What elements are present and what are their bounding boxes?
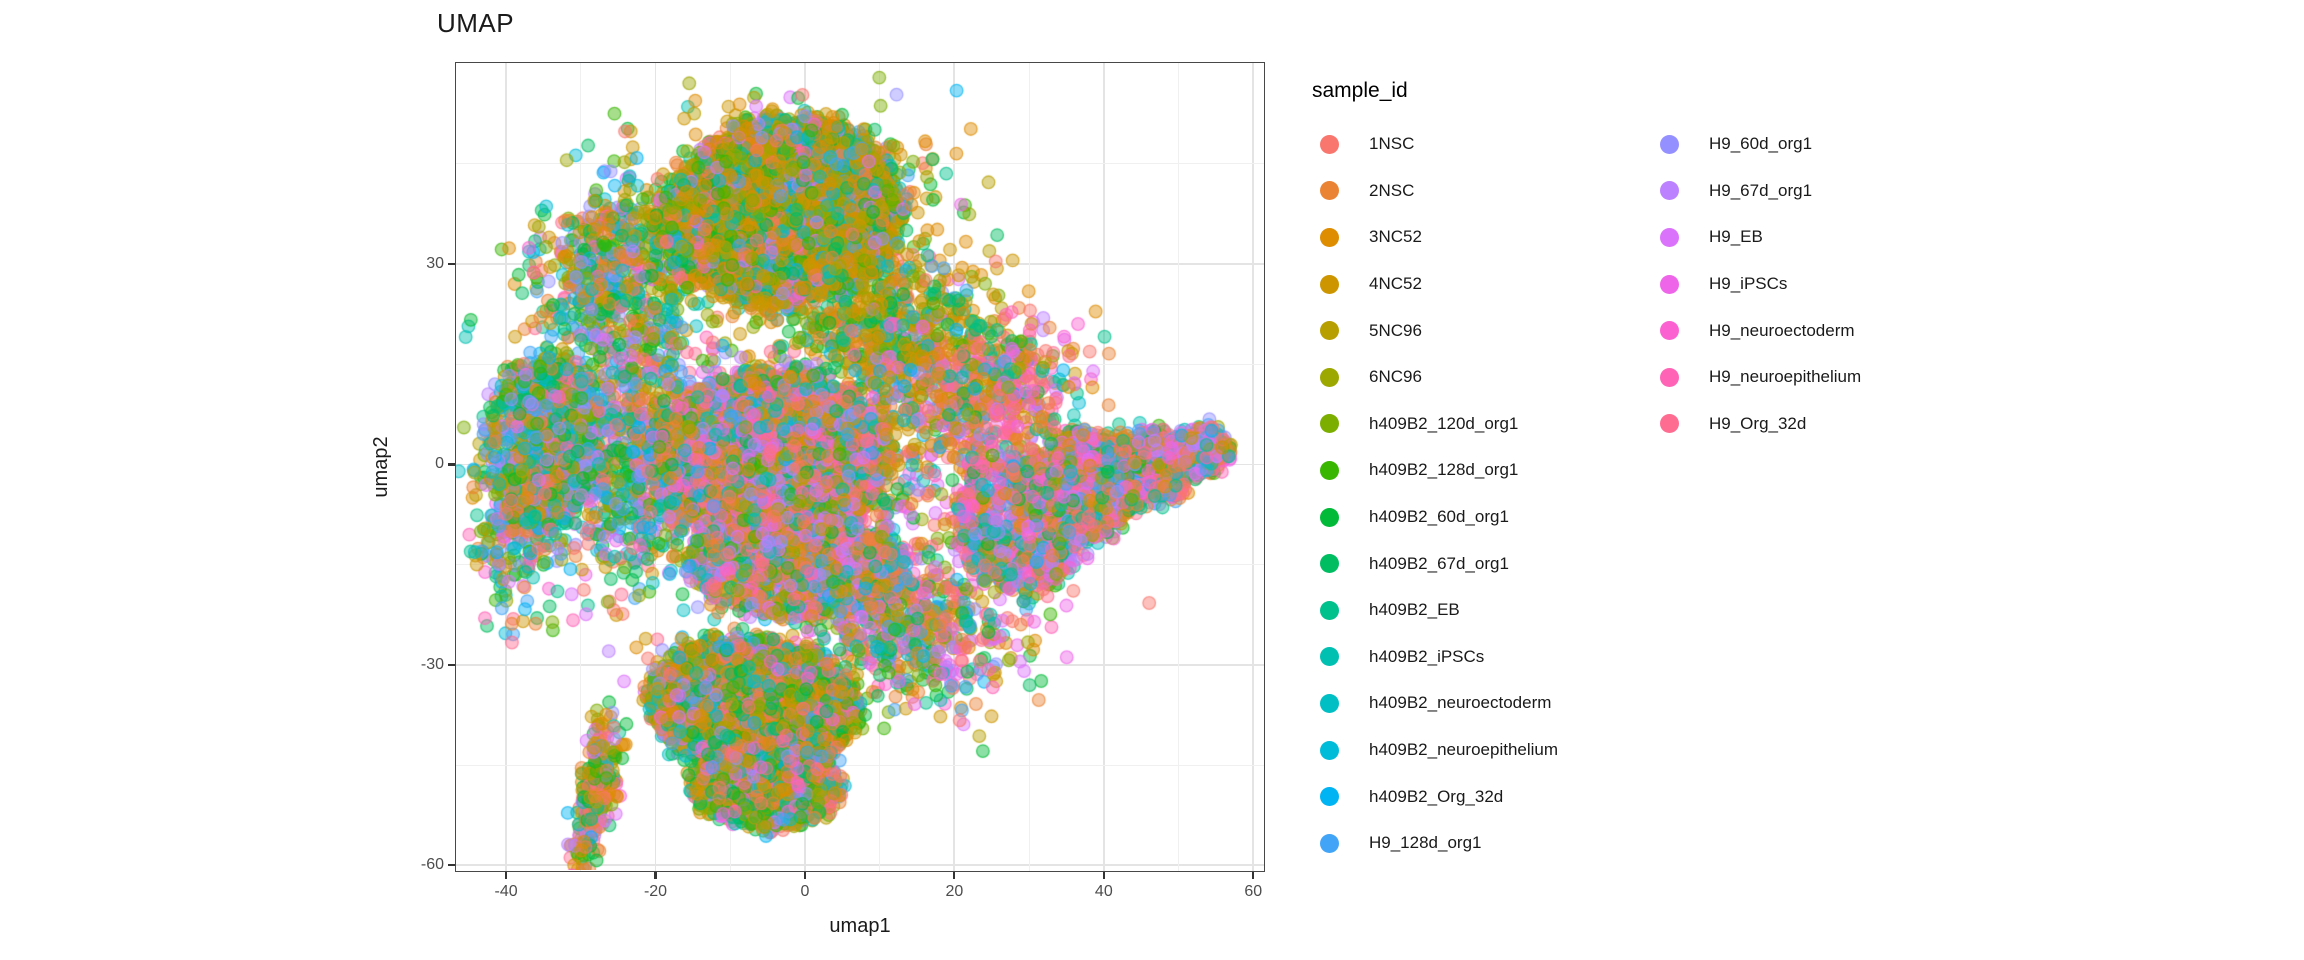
x-tick-mark [1102, 872, 1105, 879]
legend-item: H9_neuroectoderm [1660, 307, 2000, 354]
x-tick-label: 0 [800, 883, 810, 900]
legend-title: sample_id [1312, 79, 1408, 102]
y-tick-mark [448, 463, 455, 466]
legend-column: H9_60d_org1 H9_67d_org1 H9_EB H9_iPSCs H9_ne… [1660, 121, 2000, 867]
legend-item-label: H9_EB [1709, 227, 1763, 247]
x-tick-mark [504, 872, 508, 879]
legend-key-dot [1320, 647, 1339, 667]
y-tick-label: 0 [435, 455, 444, 473]
plot-panel [455, 62, 1265, 872]
legend-key-dot [1660, 414, 1679, 434]
x-tick-label: 60 [1244, 883, 1263, 900]
legend-key-dot [1660, 321, 1679, 341]
legend-item: H9_neuroepithelium [1660, 354, 2000, 401]
y-tick-label: -30 [420, 655, 444, 673]
legend-item: h409B2_EB [1320, 587, 1660, 634]
legend-item-label: H9_67d_org1 [1709, 180, 1813, 200]
legend-item: H9_iPSCs [1660, 261, 2000, 308]
legend-key-dot [1320, 367, 1339, 387]
legend-item: 4NC52 [1320, 261, 1660, 308]
legend-item: H9_67d_org1 [1660, 168, 2000, 215]
x-tick-mark [803, 872, 807, 879]
legend-item: H9_Org_32d [1660, 401, 2000, 448]
legend-key-dot [1320, 227, 1339, 247]
x-tick-mark [1252, 872, 1255, 879]
legend-item: h409B2_iPSCs [1320, 634, 1660, 681]
legend-item-label: H9_iPSCs [1709, 274, 1788, 294]
y-tick-label: -60 [420, 856, 444, 874]
y-tick-mark [448, 663, 455, 666]
x-tick-label: 20 [945, 883, 964, 900]
legend-item: H9_128d_org1 [1320, 820, 1660, 867]
legend-item: H9_60d_org1 [1660, 121, 2000, 168]
y-tick-mark [448, 262, 455, 266]
legend-key-dot [1660, 367, 1679, 387]
legend-key-dot [1320, 134, 1339, 154]
legend-key-dot [1320, 460, 1339, 480]
legend-item-label: 5NC96 [1369, 320, 1422, 340]
legend-item: h409B2_60d_org1 [1320, 494, 1660, 541]
legend-item: h409B2_67d_org1 [1320, 540, 1660, 587]
legend-item: 6NC96 [1320, 354, 1660, 401]
x-tick-mark [654, 872, 657, 879]
legend-key-dot [1660, 227, 1679, 247]
x-tick-label: -20 [643, 883, 668, 900]
legend-item: h409B2_neuroepithelium [1320, 727, 1660, 774]
legend-item: h409B2_neuroectoderm [1320, 680, 1660, 727]
legend-column: 1NSC 2NSC 3NC52 4NC52 5NC96 6NC96 h409B2_120d_… [1320, 121, 1660, 867]
legend-item-label: h409B2_iPSCs [1369, 646, 1485, 666]
legend-item-label: H9_Org_32d [1709, 413, 1807, 433]
legend-key-dot [1320, 740, 1339, 760]
legend-item: H9_EB [1660, 214, 2000, 261]
legend-item-label: H9_neuroepithelium [1709, 367, 1862, 387]
legend-item: 3NC52 [1320, 214, 1660, 261]
legend-item-label: h409B2_Org_32d [1369, 786, 1504, 806]
legend-key-dot [1320, 321, 1339, 341]
legend-item-label: H9_neuroectoderm [1709, 320, 1855, 340]
legend-item-label: h409B2_128d_org1 [1369, 460, 1519, 480]
legend-key-dot [1320, 833, 1339, 853]
legend: sample_id 1NSC 2NSC 3NC52 4NC52 5NC96 6NC96 h4… [1312, 78, 2000, 867]
plot-title: UMAP [437, 8, 515, 38]
legend-item-label: h409B2_EB [1369, 600, 1460, 620]
x-tick-mark [953, 872, 956, 879]
legend-key-dot [1320, 693, 1339, 713]
legend-item: 5NC96 [1320, 307, 1660, 354]
legend-item-label: 1NSC [1369, 134, 1415, 154]
legend-item-label: h409B2_120d_org1 [1369, 413, 1519, 433]
legend-item-label: h409B2_neuroepithelium [1369, 740, 1559, 760]
legend-item-label: 4NC52 [1369, 274, 1422, 294]
legend-key-dot [1320, 414, 1339, 434]
legend-item-label: h409B2_60d_org1 [1369, 507, 1509, 527]
legend-columns: 1NSC 2NSC 3NC52 4NC52 5NC96 6NC96 h409B2_120d_… [1320, 121, 2000, 867]
legend-item: 1NSC [1320, 121, 1660, 168]
x-tick-label: -40 [494, 883, 518, 900]
legend-key-dot [1660, 181, 1679, 201]
legend-item-label: 6NC96 [1369, 367, 1422, 387]
x-tick-label: 40 [1094, 883, 1113, 900]
legend-item-label: h409B2_67d_org1 [1369, 553, 1509, 573]
legend-item-label: 2NSC [1369, 180, 1415, 200]
scatter-canvas [456, 63, 1263, 870]
legend-item: h409B2_120d_org1 [1320, 401, 1660, 448]
legend-item: h409B2_128d_org1 [1320, 447, 1660, 494]
legend-key-dot [1660, 134, 1679, 154]
x-axis-title: umap1 [829, 915, 891, 937]
legend-item: 2NSC [1320, 168, 1660, 215]
legend-item-label: h409B2_neuroectoderm [1369, 693, 1552, 713]
legend-key-dot [1320, 181, 1339, 201]
legend-item: h409B2_Org_32d [1320, 773, 1660, 820]
legend-key-dot [1320, 274, 1339, 294]
legend-key-dot [1660, 274, 1679, 294]
y-tick-mark [448, 864, 455, 867]
y-tick-label: 30 [426, 255, 444, 273]
legend-key-dot [1320, 554, 1339, 574]
legend-item-label: 3NC52 [1369, 227, 1422, 247]
legend-key-dot [1320, 787, 1339, 807]
legend-key-dot [1320, 507, 1339, 527]
legend-key-dot [1320, 600, 1339, 620]
legend-item-label: H9_60d_org1 [1709, 134, 1813, 154]
legend-item-label: H9_128d_org1 [1369, 833, 1482, 853]
